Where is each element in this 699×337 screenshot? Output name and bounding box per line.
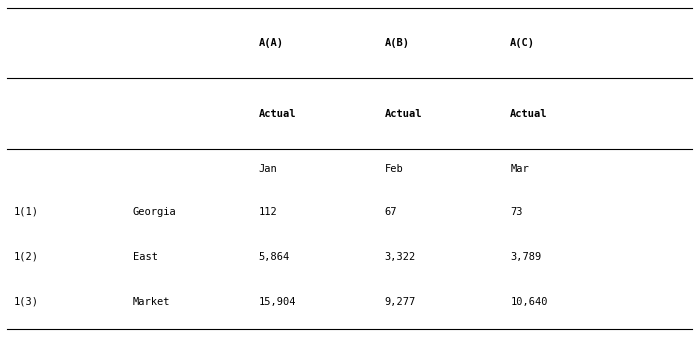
Text: 3,322: 3,322 <box>384 252 416 262</box>
Text: A(C): A(C) <box>510 38 535 48</box>
Text: 73: 73 <box>510 207 523 217</box>
Text: 1(1): 1(1) <box>14 207 39 217</box>
Text: Mar: Mar <box>510 164 529 174</box>
Text: 1(2): 1(2) <box>14 252 39 262</box>
Text: Georgia: Georgia <box>133 207 177 217</box>
Text: 15,904: 15,904 <box>259 297 296 307</box>
Text: 10,640: 10,640 <box>510 297 548 307</box>
Text: 67: 67 <box>384 207 397 217</box>
Text: Actual: Actual <box>384 109 422 119</box>
Text: Jan: Jan <box>259 164 278 174</box>
Text: A(A): A(A) <box>259 38 284 48</box>
Text: A(B): A(B) <box>384 38 410 48</box>
Text: 1(3): 1(3) <box>14 297 39 307</box>
Text: Feb: Feb <box>384 164 403 174</box>
Text: 9,277: 9,277 <box>384 297 416 307</box>
Text: East: East <box>133 252 158 262</box>
Text: 3,789: 3,789 <box>510 252 542 262</box>
Text: Market: Market <box>133 297 171 307</box>
Text: Actual: Actual <box>259 109 296 119</box>
Text: 5,864: 5,864 <box>259 252 290 262</box>
Text: 112: 112 <box>259 207 278 217</box>
Text: Actual: Actual <box>510 109 548 119</box>
